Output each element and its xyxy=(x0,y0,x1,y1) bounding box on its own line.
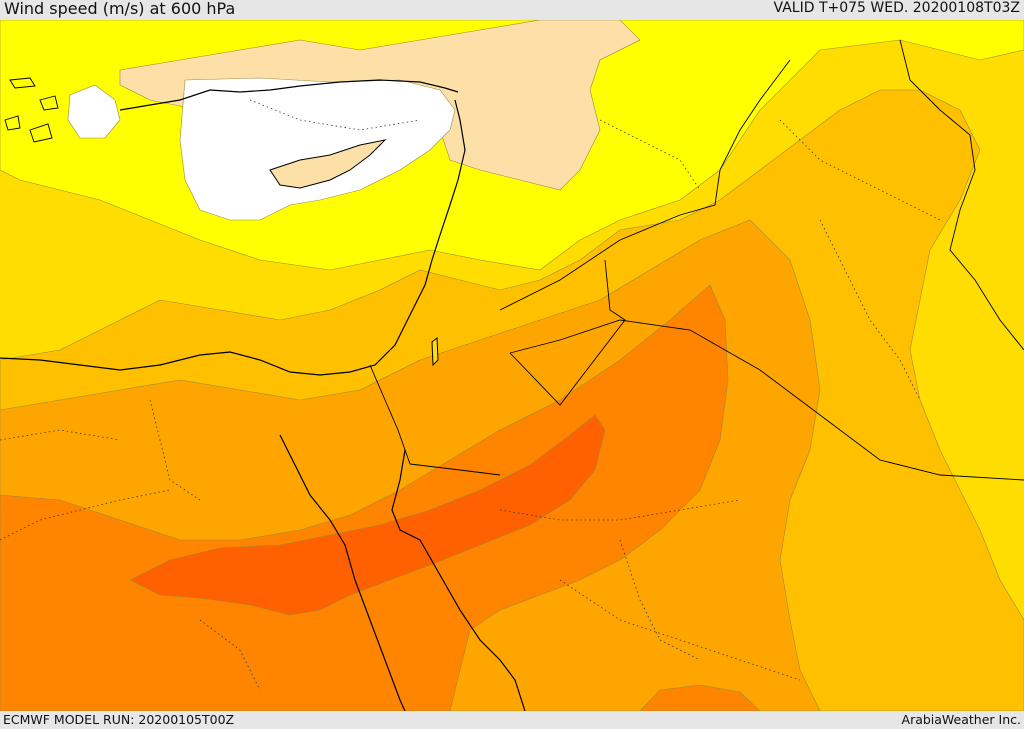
dead-sea xyxy=(431,336,439,367)
border-jordan-iraq xyxy=(509,259,626,406)
model-run-label: ECMWF MODEL RUN: 20200105T00Z xyxy=(3,712,235,727)
footer-bar: ECMWF MODEL RUN: 20200105T00Z ArabiaWeat… xyxy=(0,711,1024,729)
valid-time-label: VALID T+075 WED. 20200108T03Z xyxy=(773,0,1020,16)
admin-boundaries xyxy=(0,99,941,691)
zone-dark-orange xyxy=(0,284,729,711)
coastline-red-sea xyxy=(279,434,406,711)
border-iraq-iran xyxy=(899,39,1024,351)
zone-calm-white-west xyxy=(67,84,121,139)
credit-label: ArabiaWeather Inc. xyxy=(901,712,1021,727)
header-bar: Wind speed (m/s) at 600 hPa VALID T+075 … xyxy=(0,0,1024,20)
wind-speed-map xyxy=(0,20,1024,711)
coastline-red-sea-east xyxy=(391,449,526,711)
coastline-turkey xyxy=(119,79,459,111)
border-libya-egypt xyxy=(369,364,411,465)
aegean-islands xyxy=(4,77,59,143)
map-title: Wind speed (m/s) at 600 hPa xyxy=(4,0,236,18)
border-egypt-sudan xyxy=(409,463,501,476)
zone-deep-orange xyxy=(129,414,606,616)
zone-orange-blob xyxy=(639,684,761,711)
coastline-north-africa xyxy=(0,99,466,376)
border-iraq-syria xyxy=(499,59,791,311)
cyprus-island xyxy=(269,139,387,189)
border-saudi-jordan xyxy=(509,319,1024,481)
